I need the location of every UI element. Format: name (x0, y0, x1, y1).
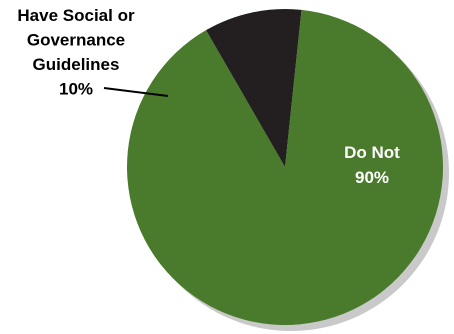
slice-0-label-line-2: Guidelines (33, 55, 120, 74)
pie-labels: Have Social or Governance Guidelines 10% Do … (17, 6, 400, 187)
pie-slice-0 (206, 8, 302, 167)
slice-1-label-line-1: 90% (355, 168, 389, 187)
pie-slices (127, 8, 444, 326)
pie-slice-1 (127, 9, 444, 326)
slice-0-label-line-3: 10% (59, 80, 93, 99)
slice-1-label-line-0: Do Not (344, 143, 400, 162)
slice-0-label-line-0: Have Social or (17, 6, 135, 25)
leader-line (103, 87, 169, 97)
slice-0-label-line-1: Governance (27, 31, 125, 50)
